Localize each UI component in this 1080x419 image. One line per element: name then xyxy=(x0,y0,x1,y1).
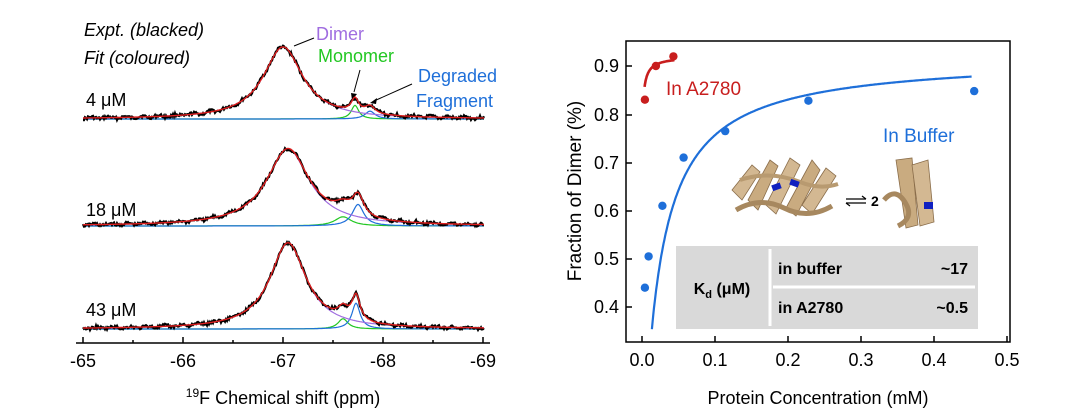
degraded-annotation-line2: Fragment xyxy=(416,91,493,111)
x-tick-label: 0.3 xyxy=(848,350,873,370)
y-tick-label: 0.9 xyxy=(594,56,619,76)
x-axis-label: Protein Concentration (mM) xyxy=(707,388,928,408)
equilibrium-arrows-icon xyxy=(845,195,867,207)
nmr-x-tick-label: -67 xyxy=(270,351,296,371)
fit-component-degraded xyxy=(83,203,484,227)
nmr-x-axis-label: 19F Chemical shift (ppm) xyxy=(186,386,380,408)
dimer-arrow xyxy=(293,37,315,47)
total-fit-curve xyxy=(82,147,485,226)
spectrum-label-43uM: 43 μM xyxy=(86,300,136,320)
data-point-in-buffer xyxy=(644,252,653,261)
data-point-in-buffer xyxy=(970,86,979,96)
series-label-buffer: In Buffer xyxy=(883,126,955,147)
fit-component-degraded xyxy=(83,302,484,330)
y-ticks xyxy=(626,65,632,308)
nmr-x-tick-label: -69 xyxy=(470,351,496,371)
dimer-annotation: Dimer xyxy=(316,24,364,44)
monomer-arrowhead xyxy=(351,93,357,100)
buffer-fit-curve xyxy=(650,75,972,330)
monomer-arrow xyxy=(353,69,361,93)
legend-expt: Expt. (blacked) xyxy=(84,20,204,40)
fit-component-dimer xyxy=(83,242,484,329)
x-tick-label: 0.0 xyxy=(629,350,654,370)
kd-header: Kd (μM) xyxy=(694,281,751,301)
series-label-a2780: In A2780 xyxy=(666,79,741,100)
x-tick-label: 0.1 xyxy=(702,350,727,370)
nmr-x-tick-label: -68 xyxy=(370,351,396,371)
x-tick-label: 0.2 xyxy=(775,350,800,370)
nmr-curves xyxy=(81,44,485,333)
nmr-x-tick-label: -65 xyxy=(70,351,96,371)
y-axis-label: Fraction of Dimer (%) xyxy=(565,101,586,282)
data-point-in-buffer xyxy=(721,126,730,136)
data-point-in-buffer xyxy=(804,96,813,105)
kd-row-buffer-label: in buffer xyxy=(778,261,842,278)
spectrum-label-4uM: 4 μM xyxy=(86,90,126,110)
fit-component-dimer xyxy=(83,148,484,226)
plot-frame xyxy=(625,40,1011,343)
x-tick-label: 0.5 xyxy=(994,350,1019,370)
y-tick-label: 0.8 xyxy=(594,105,619,125)
data-point-in-a2780 xyxy=(651,61,661,71)
y-tick-label: 0.7 xyxy=(594,153,619,173)
kd-row-a2780-value: ~0.5 xyxy=(936,300,968,317)
total-fit-curve xyxy=(83,241,484,329)
data-point-in-buffer xyxy=(679,153,688,162)
x-ticks xyxy=(641,336,1008,342)
protein-structure-inset: 2 xyxy=(726,150,942,233)
kd-row-a2780-label: in A2780 xyxy=(778,300,843,317)
experimental-spectrum xyxy=(82,239,485,333)
data-point-in-a2780 xyxy=(669,52,678,61)
y-tick-label: 0.5 xyxy=(594,249,619,269)
degraded-annotation-line1: Degraded xyxy=(418,66,497,86)
total-fit-curve xyxy=(83,46,484,119)
dimer-fraction-panel: 0.9 0.8 0.7 0.6 0.5 0.4 0.0 0.1 0.2 0.3 … xyxy=(565,40,1020,408)
degraded-arrowhead xyxy=(370,98,377,104)
dimer-structure-image xyxy=(731,157,839,217)
experimental-spectrum xyxy=(82,44,485,123)
x-tick-label: 0.4 xyxy=(921,350,946,370)
data-point-in-buffer xyxy=(640,283,650,292)
nmr-x-ticks xyxy=(82,337,484,343)
y-tick-label: 0.4 xyxy=(594,297,619,317)
kd-table: Kd (μM) in buffer ~17 in A2780 ~0.5 xyxy=(676,246,978,329)
spectrum-label-18uM: 18 μM xyxy=(86,200,136,220)
legend-fit: Fit (coloured) xyxy=(84,48,190,68)
monomer-annotation: Monomer xyxy=(318,46,394,66)
y-tick-label: 0.6 xyxy=(594,201,619,221)
experimental-spectrum xyxy=(81,146,484,229)
data-point-in-buffer xyxy=(658,201,667,210)
degraded-arrow xyxy=(373,83,413,102)
nmr-x-tick-label: -66 xyxy=(170,351,196,371)
stoichiometry-coefficient: 2 xyxy=(871,193,879,209)
kd-row-buffer-value: ~17 xyxy=(941,261,968,278)
data-point-in-a2780 xyxy=(640,95,650,104)
nmr-panel: Expt. (blacked) Fit (coloured) Dimer Mon… xyxy=(70,20,497,408)
a2780-fit-curve xyxy=(643,58,675,88)
scatter-layer xyxy=(640,52,979,330)
monomer-structure-image xyxy=(882,157,935,229)
